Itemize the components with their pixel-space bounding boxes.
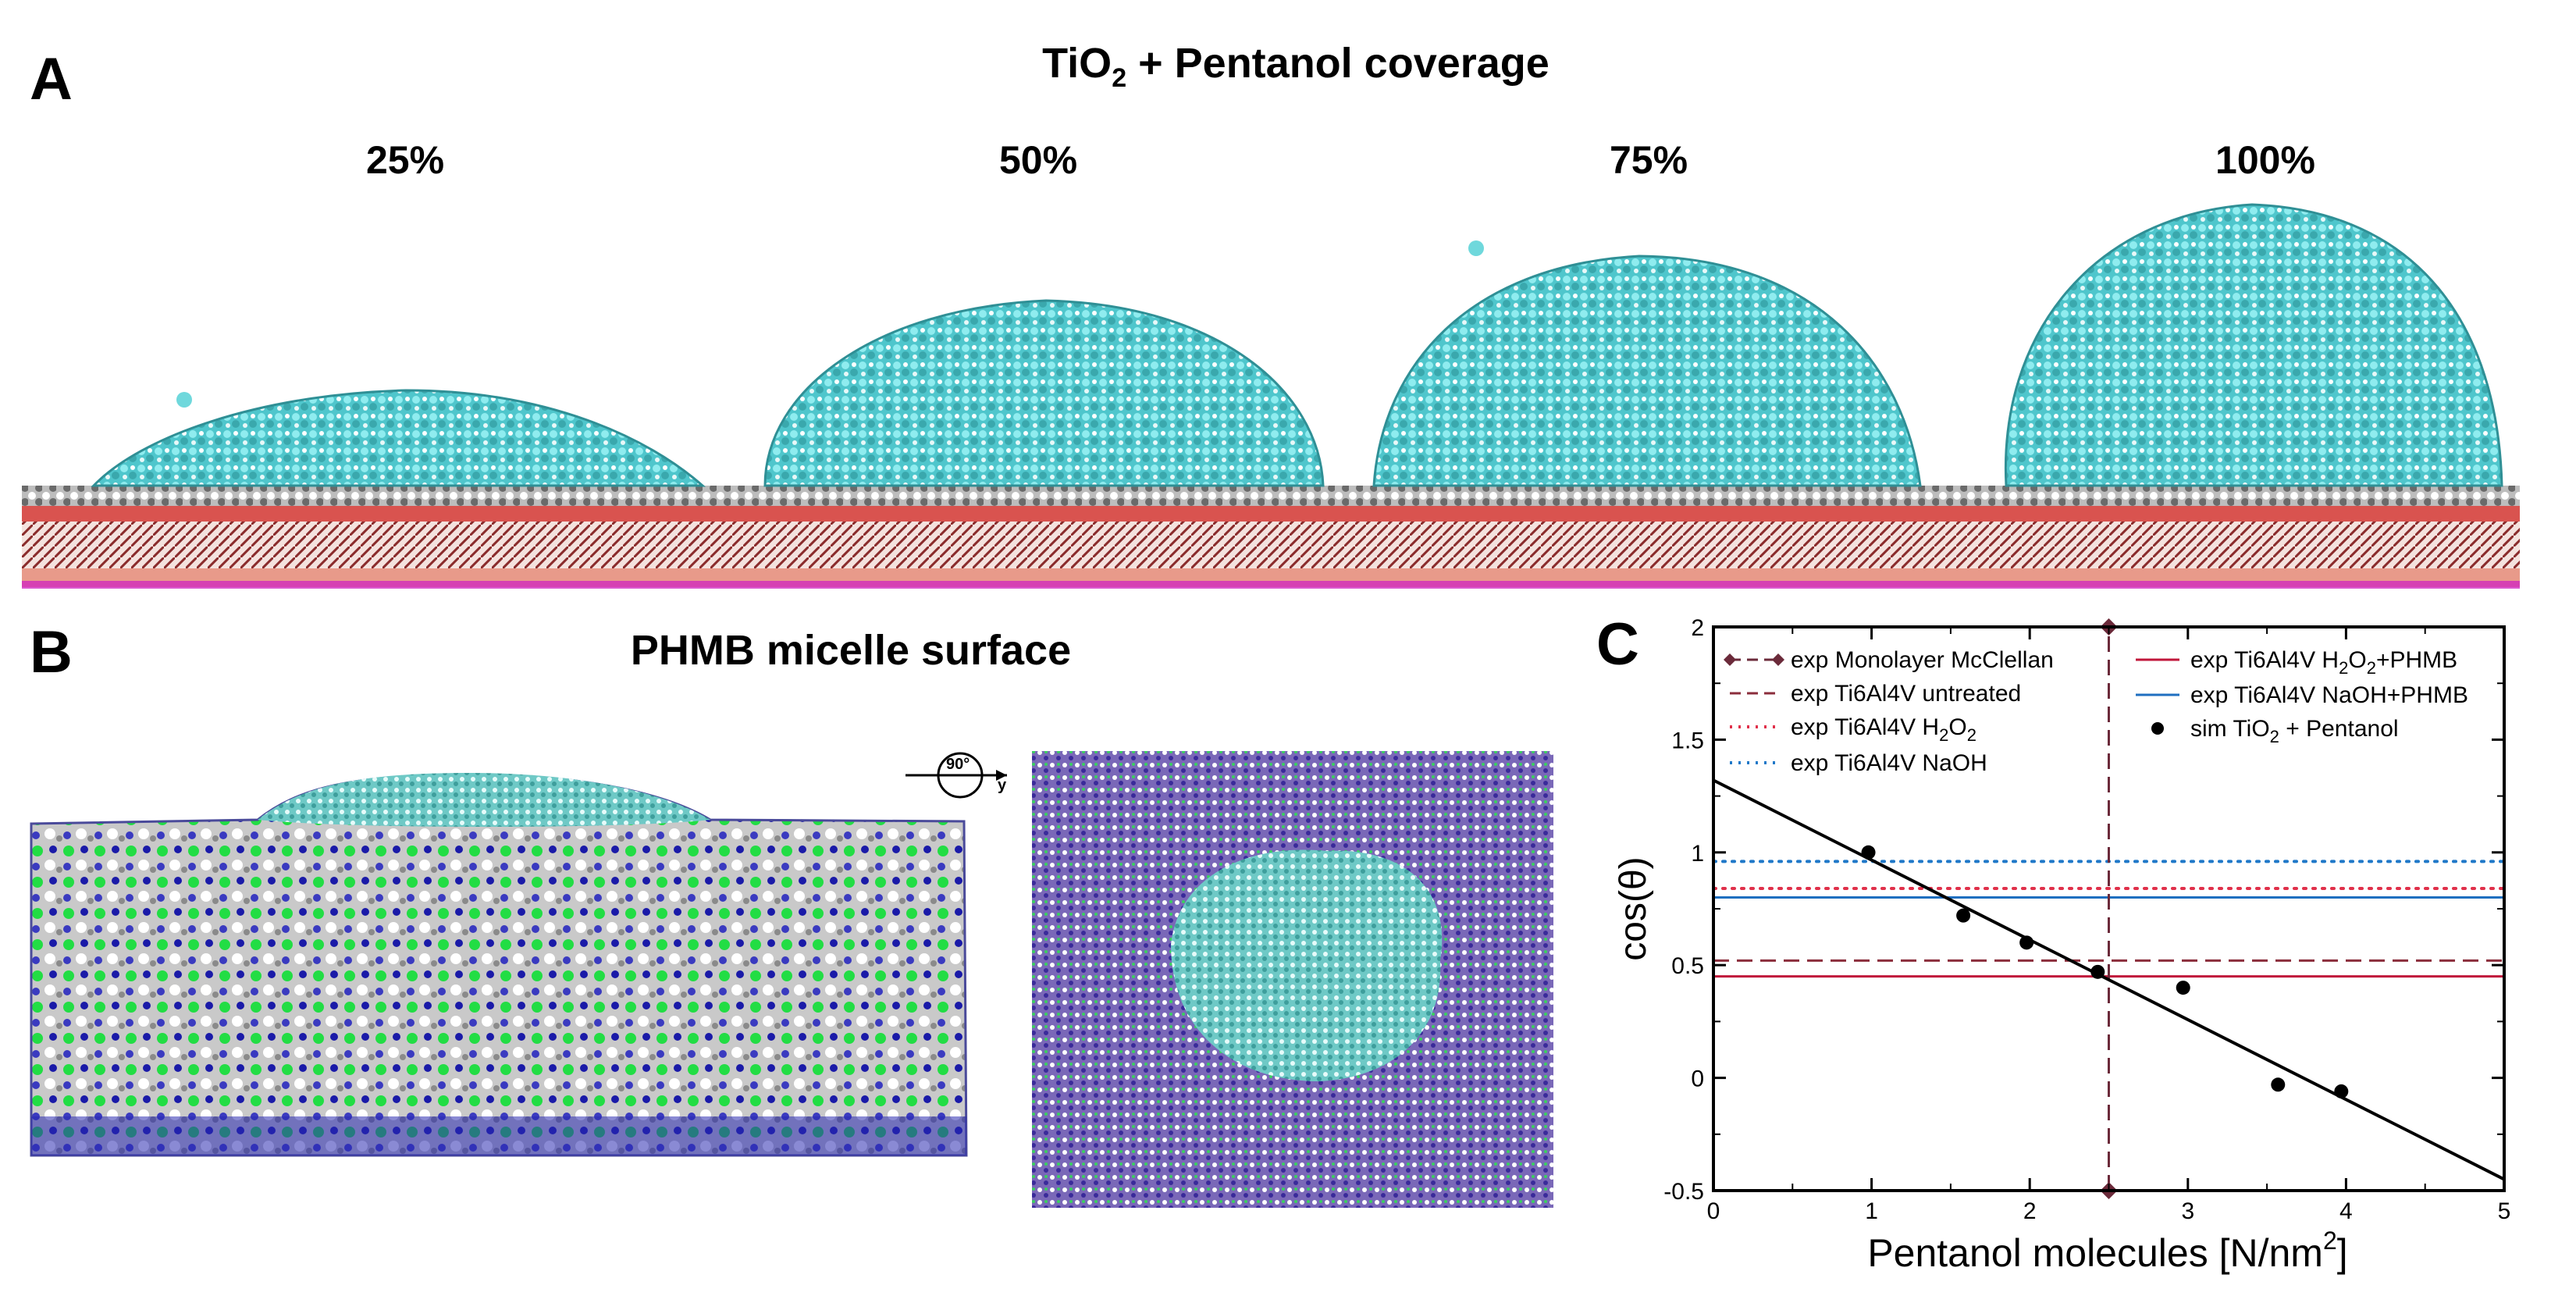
legend-h2o2-b: O bbox=[1948, 714, 1966, 740]
y-axis-label: cos(θ) bbox=[1613, 856, 1654, 960]
x-tick-label: 3 bbox=[2181, 1198, 2194, 1224]
sim-point bbox=[2176, 981, 2190, 995]
sim-point bbox=[2271, 1077, 2286, 1092]
legend-h2o2-phmb-c: +PHMB bbox=[2376, 647, 2457, 673]
legend-h2o2-sub2: 2 bbox=[1967, 725, 1976, 745]
panel-b-letter: B bbox=[30, 619, 73, 685]
x-axis-label-main: Pentanol molecules [N/nm bbox=[1867, 1231, 2323, 1275]
legend-naoh-phmb: exp Ti6Al4V NaOH+PHMB bbox=[2190, 682, 2468, 708]
x-tick-label: 0 bbox=[1707, 1198, 1720, 1224]
coverage-label-75: 75% bbox=[1609, 138, 1688, 182]
panel-a-title-rest: + Pentanol coverage bbox=[1126, 40, 1550, 87]
x-axis-label: Pentanol molecules [N/nm2] bbox=[1867, 1227, 2347, 1275]
legend-sim-b: + Pentanol bbox=[2279, 716, 2399, 742]
sim-point bbox=[1956, 908, 1971, 923]
x-axis-label-sup: 2 bbox=[2323, 1227, 2337, 1255]
panel-a-title-sub: 2 bbox=[1112, 62, 1127, 93]
legend-h2o2-a: exp Ti6Al4V H bbox=[1791, 714, 1939, 740]
legend-sim: sim TiO2 + Pentanol bbox=[2190, 716, 2399, 746]
panel-a-title-main: TiO bbox=[1042, 40, 1112, 87]
legend-h2o2-phmb-sub1: 2 bbox=[2339, 658, 2348, 678]
legend-right: exp Ti6Al4V H2O2+PHMB exp Ti6Al4V NaOH+P… bbox=[2136, 647, 2468, 746]
y-tick-label: 0 bbox=[1691, 1066, 1704, 1092]
chart-fit-group bbox=[1713, 778, 2505, 1181]
fit-line bbox=[1713, 778, 2505, 1181]
sim-point bbox=[2019, 935, 2034, 950]
legend-sim-marker bbox=[2151, 722, 2164, 735]
y-tick-label: -0.5 bbox=[1663, 1179, 1704, 1205]
y-tick-label: 0.5 bbox=[1671, 953, 1704, 979]
y-tick-label: 2 bbox=[1691, 615, 1704, 641]
panel-a-title: TiO2 + Pentanol coverage bbox=[921, 39, 1670, 94]
x-axis-label-end: ] bbox=[2337, 1231, 2348, 1275]
chart-points-group bbox=[1861, 845, 2349, 1098]
legend-sim-a: sim TiO bbox=[2190, 716, 2270, 742]
legend-left: exp Monolayer McClellan exp Ti6Al4V untr… bbox=[1724, 647, 2054, 776]
legend-h2o2-phmb-a: exp Ti6Al4V H bbox=[2190, 647, 2339, 673]
sim-point bbox=[2334, 1084, 2349, 1098]
x-tick-label: 5 bbox=[2498, 1198, 2511, 1224]
panel-c-letter: C bbox=[1596, 611, 1639, 678]
legend-h2o2-phmb-b: O bbox=[2348, 647, 2366, 673]
legend-sim-sub: 2 bbox=[2270, 727, 2279, 746]
legend-h2o2-phmb-sub2: 2 bbox=[2367, 658, 2376, 678]
coverage-label-25: 25% bbox=[365, 138, 445, 182]
y-tick-label: 1.5 bbox=[1671, 728, 1704, 753]
chart-reference-lines bbox=[1712, 618, 2506, 1199]
x-tick-label: 1 bbox=[1865, 1198, 1878, 1224]
legend-naoh: exp Ti6Al4V NaOH bbox=[1791, 750, 1987, 776]
legend-untreated: exp Ti6Al4V untreated bbox=[1791, 681, 2021, 707]
sim-point bbox=[2090, 964, 2105, 979]
sim-point bbox=[1861, 845, 1876, 860]
x-tick-label: 4 bbox=[2339, 1198, 2353, 1224]
panel-a-letter: A bbox=[30, 46, 73, 112]
rotation-axis-label: y bbox=[998, 777, 1007, 794]
coverage-label-50: 50% bbox=[998, 138, 1078, 182]
y-tick-label: 1 bbox=[1691, 841, 1704, 867]
legend-h2o2-phmb: exp Ti6Al4V H2O2+PHMB bbox=[2190, 647, 2457, 678]
legend-monolayer-marker bbox=[1724, 653, 1736, 666]
rotation-angle-label: 90° bbox=[946, 756, 970, 773]
legend-monolayer: exp Monolayer McClellan bbox=[1791, 647, 2054, 673]
legend-h2o2: exp Ti6Al4V H2O2 bbox=[1791, 714, 1976, 745]
coverage-label-100: 100% bbox=[2215, 138, 2315, 182]
x-tick-label: 2 bbox=[2023, 1198, 2037, 1224]
legend-h2o2-sub1: 2 bbox=[1939, 725, 1948, 745]
chart-ticks-group: 0 1 2 3 4 5-0.500.511.52 bbox=[1663, 615, 2510, 1224]
panel-b-title: PHMB micelle surface bbox=[630, 627, 1072, 674]
